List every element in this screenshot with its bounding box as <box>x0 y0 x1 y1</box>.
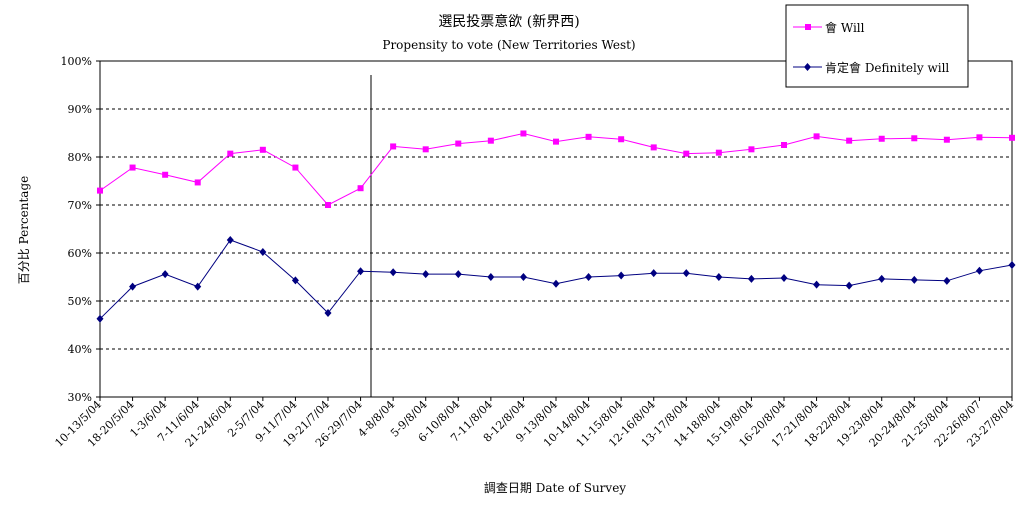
chart-subtitle: Propensity to vote (New Territories West… <box>382 38 635 52</box>
data-point <box>585 133 592 140</box>
data-point <box>747 274 755 283</box>
data-point <box>650 269 658 278</box>
data-point <box>97 187 103 194</box>
x-axis-label: 調查日期 Date of Survey <box>484 481 626 495</box>
x-axis-ticks: 10-13/5/0418-20/5/041-3/6/047-11/6/0421-… <box>52 397 1016 450</box>
data-point <box>748 146 755 153</box>
data-point <box>422 146 429 153</box>
data-point <box>585 273 593 281</box>
data-point <box>194 282 202 291</box>
y-tick-label: 60% <box>68 247 92 260</box>
y-axis-label: 百分比 Percentage <box>17 176 31 285</box>
data-point <box>878 135 885 142</box>
legend-will-marker <box>805 24 811 30</box>
data-point <box>715 273 723 281</box>
data-point <box>162 171 169 178</box>
data-point <box>553 138 559 145</box>
data-point <box>911 135 918 142</box>
data-point <box>487 137 494 144</box>
data-point <box>161 270 169 279</box>
data-point <box>976 134 983 141</box>
data-point <box>259 146 266 153</box>
data-point <box>943 136 950 143</box>
data-point <box>519 273 527 281</box>
data-point <box>618 136 625 143</box>
data-point <box>292 164 299 171</box>
series-layer <box>96 130 1016 323</box>
data-point <box>194 179 201 186</box>
data-point <box>813 133 820 140</box>
data-point <box>683 150 690 157</box>
data-point <box>552 279 560 288</box>
data-point <box>259 248 267 257</box>
data-point <box>455 140 462 147</box>
data-point <box>813 280 821 289</box>
legend-box <box>785 4 969 88</box>
y-axis-ticks: 30% 40% 50% 60% 70% 80% 90% 100% <box>61 55 100 404</box>
legend-will-label: 會 Will <box>825 21 865 35</box>
data-point <box>650 144 657 151</box>
data-point <box>1008 261 1016 269</box>
data-point <box>227 150 234 157</box>
data-point <box>129 164 136 171</box>
y-tick-label: 50% <box>68 295 92 308</box>
data-point <box>846 137 853 144</box>
y-tick-label: 80% <box>68 151 92 164</box>
legend: 會 Will 肯定會 Definitely will <box>785 4 969 88</box>
data-point <box>325 202 331 208</box>
data-point <box>324 309 332 317</box>
data-point <box>943 276 951 285</box>
data-point <box>129 282 137 291</box>
data-point <box>845 281 853 290</box>
data-point <box>1009 134 1015 141</box>
series-line-1 <box>99 239 1013 320</box>
data-point <box>389 268 397 277</box>
data-point <box>975 266 983 275</box>
data-point <box>357 185 364 192</box>
data-point <box>487 273 495 281</box>
chart-title: 選民投票意欲 (新界西) <box>438 13 579 30</box>
data-point <box>878 274 886 283</box>
y-tick-label: 70% <box>68 199 92 212</box>
data-point <box>682 269 690 278</box>
data-point <box>617 271 625 280</box>
data-point <box>390 143 397 150</box>
y-tick-label: 30% <box>68 391 92 404</box>
grid-lines <box>100 108 1012 350</box>
data-point <box>520 130 527 137</box>
data-point <box>96 314 104 323</box>
y-tick-label: 100% <box>61 55 92 68</box>
plot-area <box>99 60 1013 398</box>
data-point <box>422 270 430 279</box>
data-point <box>781 142 787 148</box>
y-tick-label: 40% <box>68 343 92 356</box>
data-point <box>357 267 365 276</box>
data-point <box>454 270 462 279</box>
data-point <box>910 275 918 284</box>
legend-definitely-marker <box>804 63 811 71</box>
data-point <box>780 273 788 282</box>
data-point <box>291 276 299 285</box>
y-tick-label: 90% <box>68 103 92 116</box>
data-point <box>715 149 722 156</box>
legend-definitely-label: 肯定會 Definitely will <box>825 60 949 75</box>
data-point <box>226 236 234 245</box>
